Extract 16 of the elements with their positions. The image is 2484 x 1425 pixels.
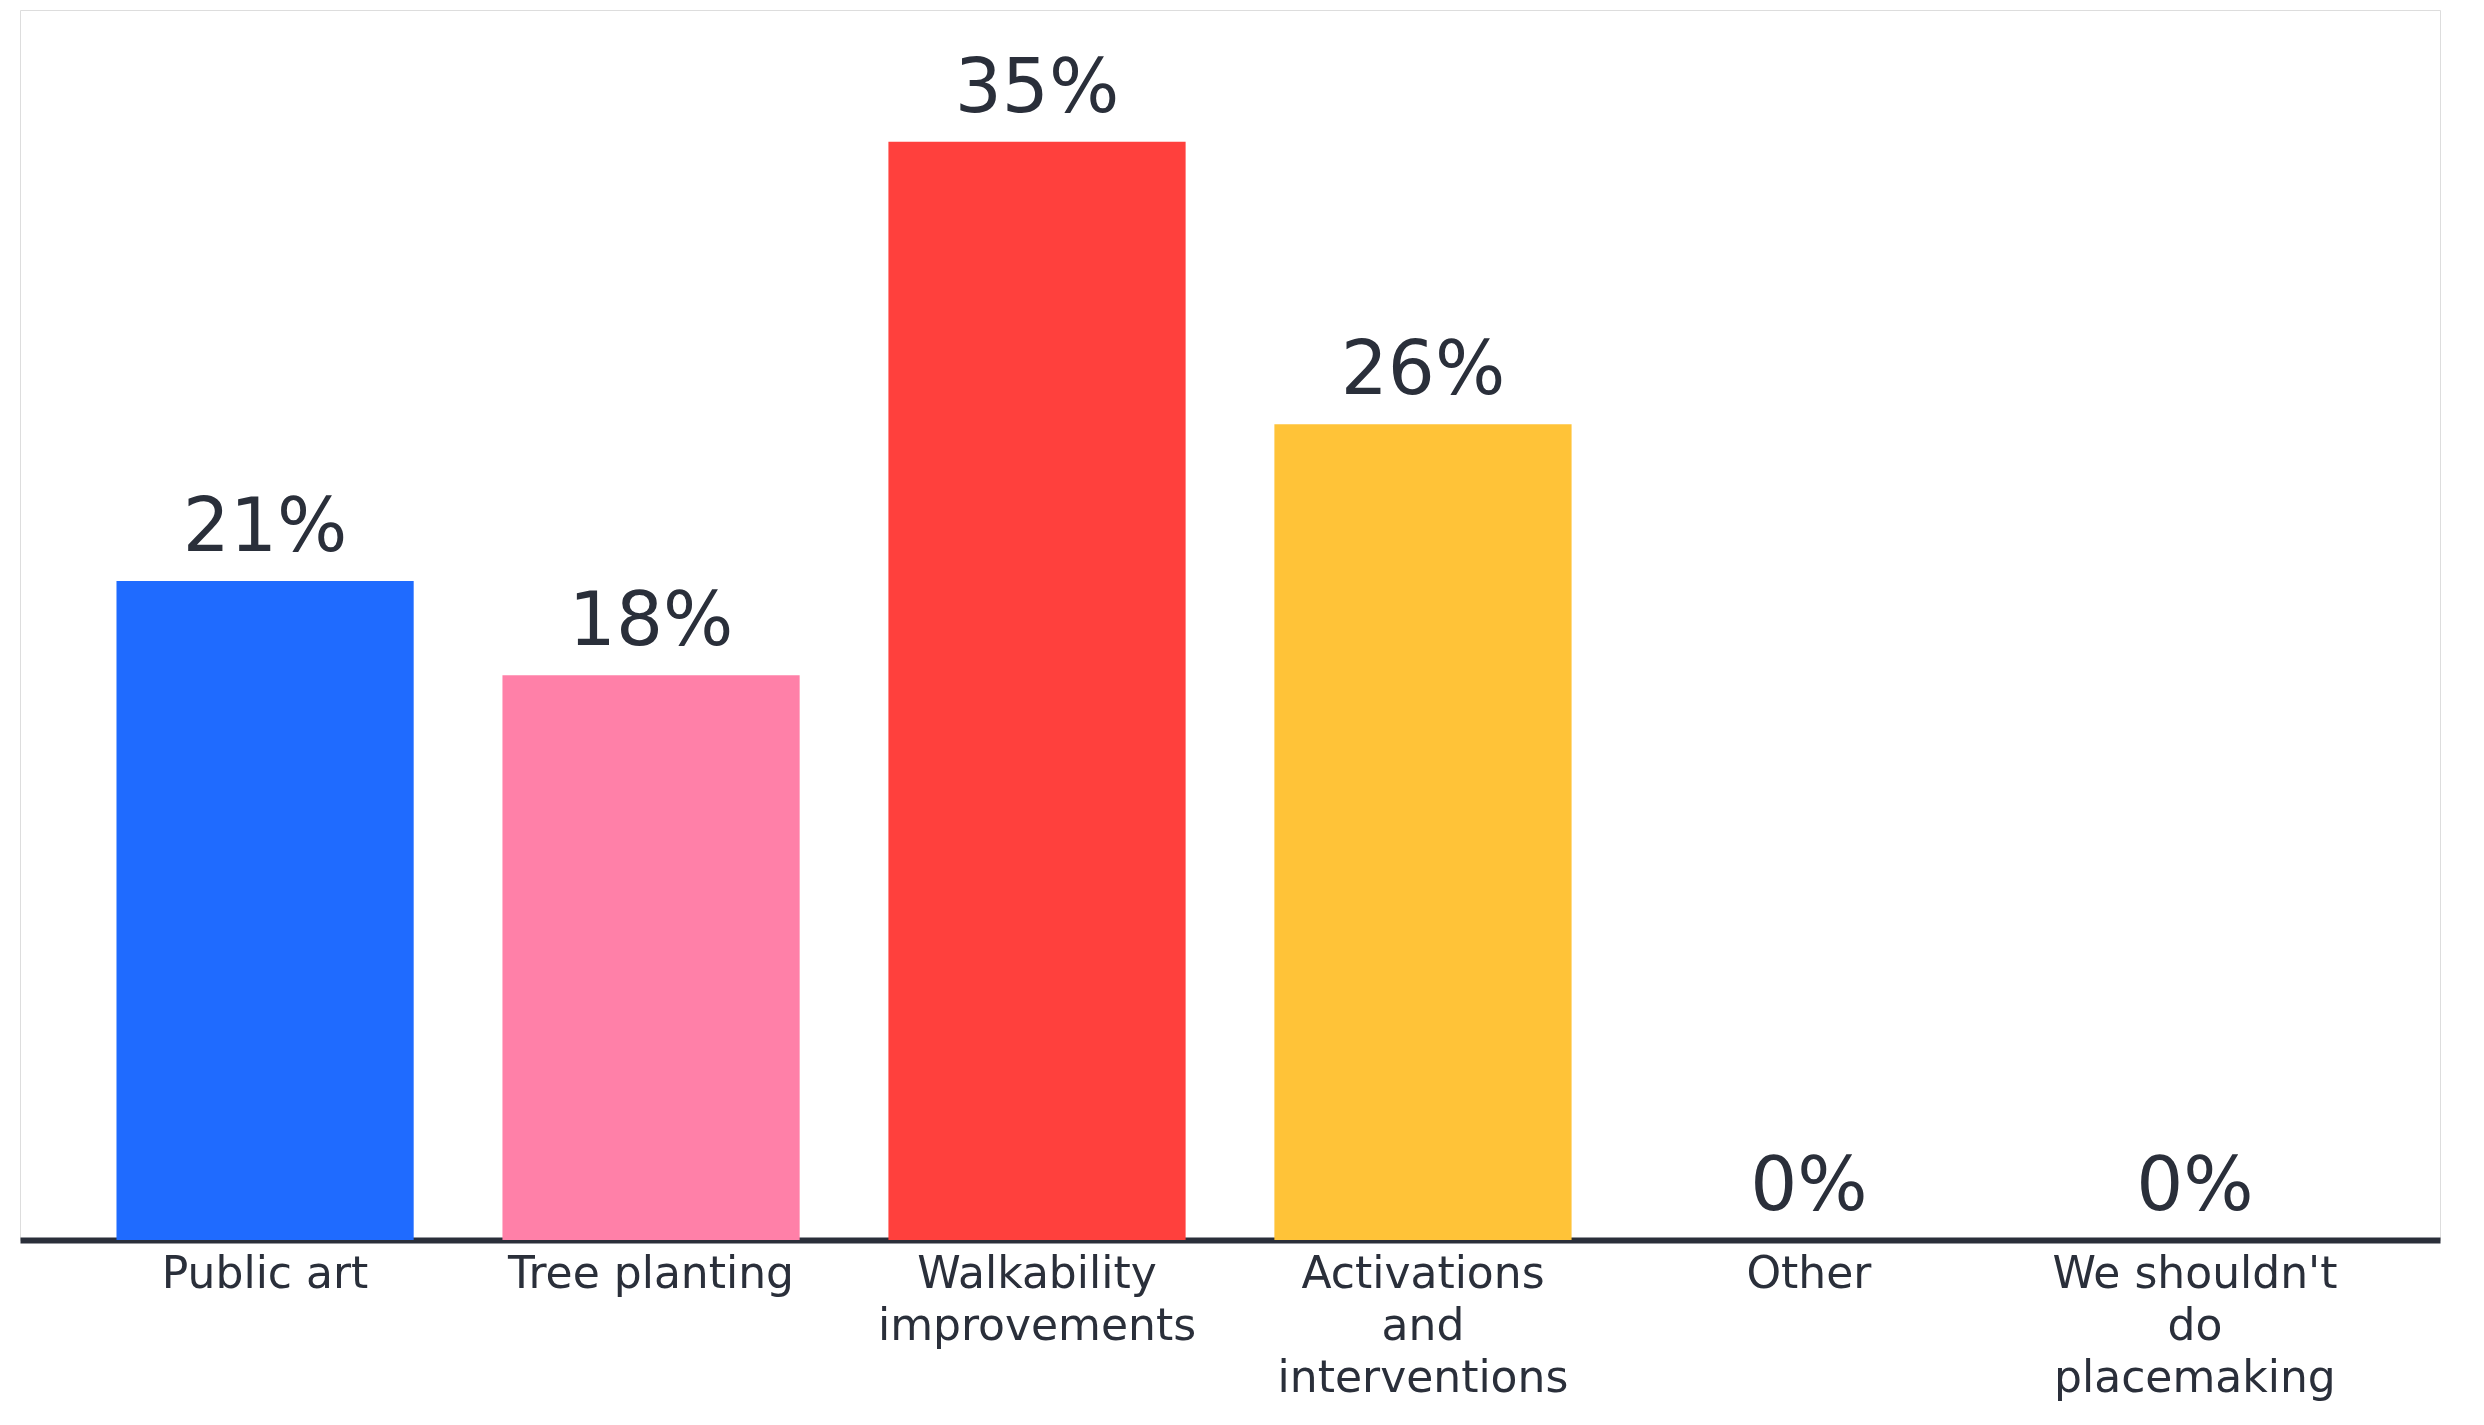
x-tick-label: Tree planting: [507, 1246, 795, 1298]
data-label: 21%: [182, 482, 348, 569]
x-tick-label: Other: [1746, 1246, 1873, 1298]
bar: [1274, 424, 1572, 1240]
data-label: 18%: [568, 576, 734, 663]
bar: [116, 581, 414, 1240]
data-label: 0%: [1750, 1141, 1868, 1227]
bar: [888, 141, 1186, 1240]
x-tick-label: Walkability improvements: [877, 1246, 1197, 1350]
data-label: 35%: [954, 42, 1120, 129]
bar: [502, 675, 800, 1240]
data-label: 0%: [2136, 1141, 2254, 1227]
x-tick-label: Public art: [161, 1246, 369, 1298]
x-tick-label: Activations and interventions: [1277, 1246, 1569, 1402]
data-label: 26%: [1340, 325, 1506, 412]
x-tick-label: We shouldn't do placemaking: [2052, 1246, 2338, 1402]
